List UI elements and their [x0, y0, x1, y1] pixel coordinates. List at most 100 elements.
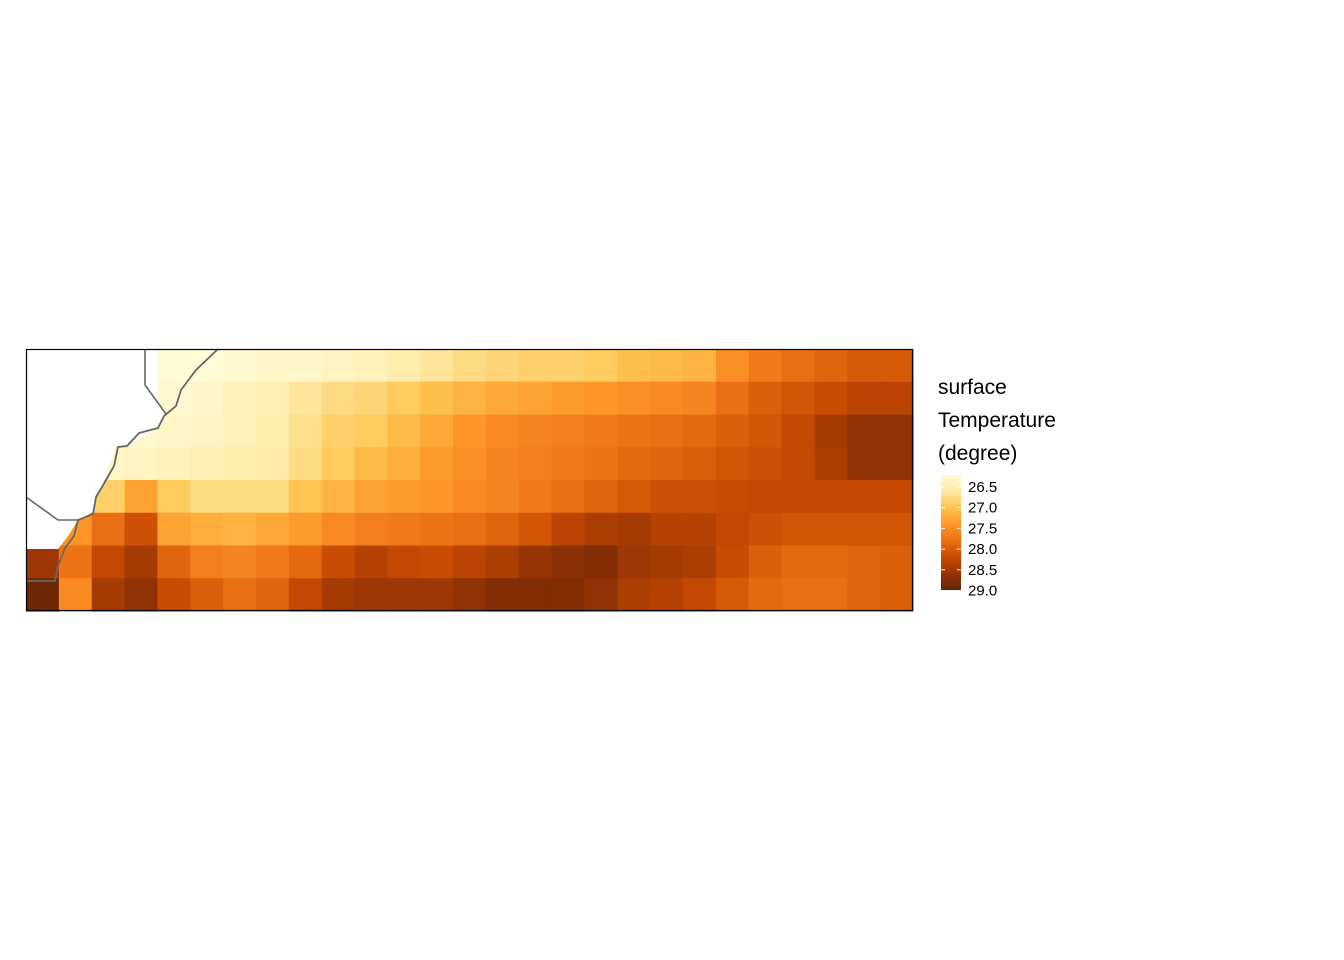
raster-cell: [715, 545, 750, 579]
raster-cell: [124, 447, 159, 481]
raster-grid: [26, 349, 914, 612]
raster-cell: [715, 414, 750, 448]
raster-cell: [518, 414, 553, 448]
raster-cell: [715, 447, 750, 481]
raster-cell: [683, 414, 717, 448]
raster-cell: [781, 578, 816, 612]
land-areas: [25, 348, 219, 582]
raster-cell: [124, 480, 159, 514]
raster-cell: [650, 414, 684, 448]
raster-cell: [650, 512, 684, 547]
raster-cell: [453, 381, 487, 416]
raster-cell: [650, 545, 684, 579]
raster-cell: [288, 349, 323, 383]
raster-cell: [288, 512, 323, 547]
raster-cell: [453, 480, 487, 514]
raster-cell: [518, 447, 553, 481]
raster-cell: [255, 349, 290, 383]
raster-cell: [288, 447, 323, 481]
raster-cell: [485, 578, 520, 612]
raster-cell: [387, 545, 421, 579]
raster-cell: [91, 578, 126, 612]
raster-cell: [584, 349, 618, 383]
raster-cell: [617, 578, 651, 612]
raster-cell: [683, 480, 717, 514]
raster-cell: [518, 349, 553, 383]
legend-title-line-2: Temperature: [938, 409, 1056, 432]
raster-cell: [190, 381, 224, 416]
raster-cell: [748, 578, 783, 612]
raster-cell: [880, 447, 914, 481]
raster-cell: [420, 512, 454, 547]
raster-cell: [157, 480, 191, 514]
raster-cell: [715, 578, 750, 612]
raster-cell: [223, 480, 257, 514]
raster-cell: [847, 480, 881, 514]
raster-cell: [223, 578, 257, 612]
raster-cell: [453, 512, 487, 547]
legend-tick-label: 29.0: [968, 583, 997, 600]
raster-cell: [715, 512, 750, 547]
raster-cell: [814, 381, 848, 416]
raster-cell: [584, 414, 618, 448]
raster-cell: [190, 512, 224, 547]
raster-cell: [518, 512, 553, 547]
raster-cell: [781, 349, 816, 383]
raster-cell: [551, 381, 586, 416]
raster-cell: [518, 480, 553, 514]
raster-cell: [781, 512, 816, 547]
raster-cell: [223, 414, 257, 448]
raster-cell: [748, 545, 783, 579]
raster-cell: [453, 447, 487, 481]
raster-cell: [650, 447, 684, 481]
legend-tick-label: 26.5: [968, 479, 997, 496]
raster-cell: [453, 578, 487, 612]
raster-cell: [781, 447, 816, 481]
raster-cell: [288, 381, 323, 416]
raster-cell: [485, 414, 520, 448]
raster-cell: [781, 381, 816, 416]
raster-cell: [420, 545, 454, 579]
raster-cell: [847, 381, 881, 416]
legend-tick-label: 27.0: [968, 500, 997, 517]
raster-cell: [387, 414, 421, 448]
raster-cell: [847, 349, 881, 383]
raster-cell: [715, 480, 750, 514]
raster-cell: [748, 447, 783, 481]
raster-cell: [288, 545, 323, 579]
raster-cell: [715, 349, 750, 383]
raster-cell: [715, 381, 750, 416]
raster-cell: [288, 414, 323, 448]
raster-cell: [551, 447, 586, 481]
raster-cell: [124, 545, 159, 579]
raster-cell: [485, 349, 520, 383]
raster-cell: [420, 381, 454, 416]
raster-cell: [354, 480, 388, 514]
raster-cell: [190, 480, 224, 514]
raster-cell: [190, 414, 224, 448]
raster-cell: [321, 381, 356, 416]
raster-cell: [255, 545, 290, 579]
raster-cell: [255, 578, 290, 612]
raster-cell: [354, 381, 388, 416]
raster-cell: [91, 512, 126, 547]
raster-cell: [223, 381, 257, 416]
raster-cell: [485, 447, 520, 481]
legend: surface Temperature (degree) 26.5 27.0 27.…: [938, 376, 1056, 600]
raster-cell: [255, 512, 290, 547]
raster-cell: [124, 512, 159, 547]
map-frame: [25, 348, 914, 612]
raster-cell: [814, 480, 848, 514]
raster-cell: [814, 414, 848, 448]
legend-tick-label: 27.5: [968, 520, 997, 537]
raster-cell: [781, 480, 816, 514]
raster-cell: [223, 545, 257, 579]
raster-cell: [157, 578, 191, 612]
raster-cell: [584, 381, 618, 416]
raster-cell: [617, 414, 651, 448]
raster-cell: [387, 578, 421, 612]
raster-cell: [223, 512, 257, 547]
raster-cell: [880, 414, 914, 448]
land-polygon-south: [26, 497, 78, 549]
raster-cell: [354, 545, 388, 579]
